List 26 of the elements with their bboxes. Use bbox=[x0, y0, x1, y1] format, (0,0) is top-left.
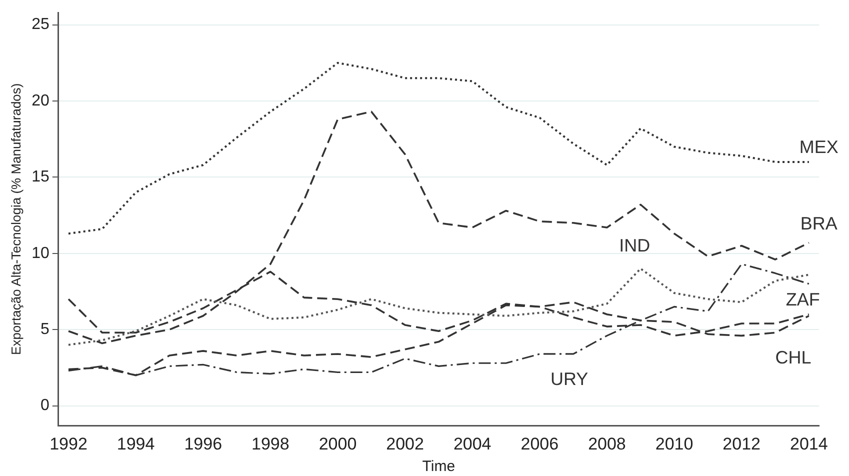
y-tick-label: 0 bbox=[40, 397, 50, 414]
y-axis-title: Exportação Alta-Tecnologia (% Manufaturados) bbox=[8, 83, 24, 355]
series-label: BRA bbox=[800, 214, 838, 234]
x-tick-label: 1998 bbox=[252, 434, 290, 454]
x-tick-label: 2010 bbox=[655, 434, 694, 454]
x-tick-label: 1992 bbox=[50, 434, 88, 454]
x-tick-label: 2002 bbox=[386, 434, 424, 454]
y-tick-label: 5 bbox=[40, 320, 50, 338]
series-label: IND bbox=[619, 236, 650, 256]
y-tick-label: 25 bbox=[32, 16, 50, 34]
series-label: CHL bbox=[775, 348, 812, 368]
y-tick-label: 15 bbox=[32, 168, 50, 186]
x-tick-label: 2012 bbox=[722, 434, 761, 454]
x-tick-label: 2000 bbox=[318, 434, 357, 454]
x-tick-label: 2004 bbox=[453, 434, 492, 454]
x-tick-label: 2014 bbox=[790, 434, 828, 454]
y-tick-label: 10 bbox=[32, 244, 50, 262]
series-label: MEX bbox=[799, 136, 838, 157]
x-tick-label: 2006 bbox=[520, 434, 559, 454]
x-tick-label: 1996 bbox=[184, 434, 222, 454]
series-label: ZAF bbox=[786, 289, 820, 310]
y-tick-label: 20 bbox=[32, 92, 50, 110]
series-label: URY bbox=[550, 368, 588, 389]
x-tick-label: 1994 bbox=[116, 434, 155, 454]
x-axis-title: Time bbox=[422, 458, 456, 476]
x-tick-label: 2008 bbox=[588, 434, 626, 454]
